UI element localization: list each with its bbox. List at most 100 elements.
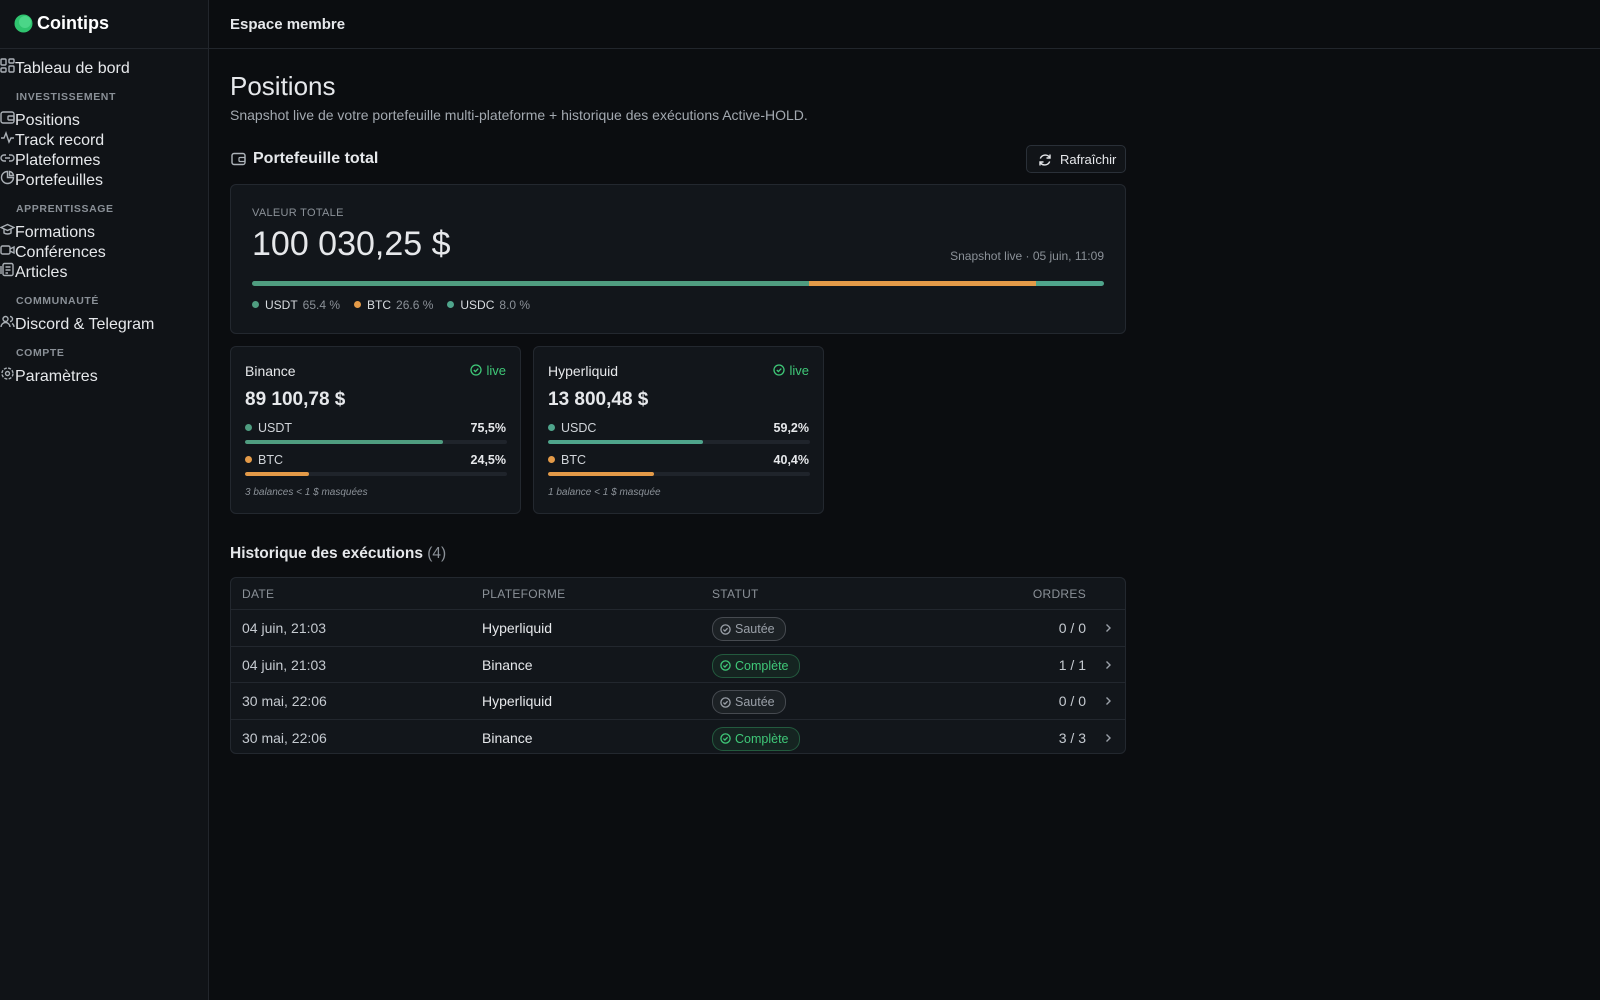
nav-label: Tableau de bord bbox=[15, 60, 130, 77]
asset-name: USDT bbox=[245, 421, 292, 435]
row-date: 04 juin, 21:03 bbox=[242, 656, 327, 673]
nav-label: Plateformes bbox=[15, 152, 101, 169]
row-date: 30 mai, 22:06 bbox=[242, 729, 327, 746]
platform-note: 3 balances < 1 $ masquées bbox=[245, 487, 368, 498]
nav-heading: APPRENTISSAGE bbox=[16, 203, 114, 215]
asset-percent: 40,4% bbox=[773, 453, 809, 467]
platform-name: Binance bbox=[245, 363, 296, 379]
allocation-legend: USDT 65.4 % BTC 26.6 % USDC 8.0 % bbox=[252, 298, 530, 312]
row-platform: Hyperliquid bbox=[482, 693, 553, 709]
nav-item[interactable]: Paramètres bbox=[0, 366, 208, 386]
status-icon bbox=[720, 660, 731, 671]
asset-percent: 75,5% bbox=[470, 421, 506, 435]
top-bar: Espace membre bbox=[209, 0, 1600, 49]
row-orders: 0 / 0 bbox=[1058, 693, 1086, 709]
nav-item[interactable]: Formations bbox=[0, 222, 208, 242]
nav-item[interactable]: Positions bbox=[0, 110, 208, 130]
legend-name: USDC bbox=[460, 298, 495, 312]
asset-label: USDT bbox=[258, 421, 293, 435]
page-title: Positions bbox=[230, 71, 336, 101]
row-platform: Binance bbox=[482, 656, 533, 673]
legend-percent: 65.4 % bbox=[302, 298, 341, 312]
asset-bar bbox=[245, 440, 443, 444]
nav-icon bbox=[0, 262, 14, 277]
asset-label: USDC bbox=[561, 421, 597, 435]
nav-icon bbox=[0, 245, 15, 255]
asset-name: BTC bbox=[245, 453, 283, 467]
table-row[interactable]: 04 juin, 21:03 Binance Complète 1 / 1 bbox=[231, 645, 1125, 683]
nav-icon bbox=[0, 58, 15, 73]
asset-dot bbox=[548, 424, 555, 431]
asset-percent: 59,2% bbox=[773, 421, 809, 435]
brand-bar: Cointips bbox=[0, 0, 208, 49]
asset-dot bbox=[245, 456, 252, 463]
page-subtitle: Snapshot live de votre portefeuille mult… bbox=[230, 107, 808, 123]
nav-item[interactable]: Track record bbox=[0, 130, 208, 150]
asset-label: BTC bbox=[561, 453, 586, 467]
status-icon bbox=[773, 364, 786, 376]
platform-total: 13 800,48 $ bbox=[548, 389, 649, 410]
refresh-button[interactable]: Rafraîchir bbox=[1026, 145, 1126, 173]
nav-label: Paramètres bbox=[15, 368, 98, 385]
platform-card: Binance live 89 100,78 $ USDT 75,5% BTC 24,5% 3… bbox=[230, 346, 521, 514]
nav-item[interactable]: Tableau de bord bbox=[0, 58, 208, 78]
allocation-bar bbox=[252, 281, 1104, 286]
table-row[interactable]: 30 mai, 22:06 Binance Complète 3 / 3 bbox=[231, 718, 1125, 754]
nav-label: Portefeuilles bbox=[15, 172, 104, 189]
asset-label: BTC bbox=[258, 453, 283, 467]
nav-heading: INVESTISSEMENT bbox=[16, 91, 116, 103]
column-header: DATE bbox=[242, 587, 275, 601]
asset-percent: 24,5% bbox=[470, 453, 506, 467]
legend-percent: 26.6 % bbox=[396, 298, 434, 312]
status-icon bbox=[720, 623, 731, 635]
row-chevron[interactable] bbox=[1103, 733, 1113, 743]
row-platform: Hyperliquid bbox=[482, 620, 553, 636]
row-chevron[interactable] bbox=[1103, 660, 1113, 670]
nav: Tableau de bord INVESTISSEMENT Positions Tr… bbox=[0, 58, 208, 386]
row-orders: 1 / 1 bbox=[1058, 656, 1086, 673]
row-date: 04 juin, 21:03 bbox=[242, 620, 327, 636]
status-text: Sautée bbox=[735, 622, 775, 636]
nav-item[interactable]: Discord & Telegram bbox=[0, 314, 208, 334]
nav-label: Discord & Telegram bbox=[15, 316, 155, 333]
refresh-label: Rafraîchir bbox=[1060, 152, 1117, 167]
asset-name: BTC bbox=[548, 453, 586, 467]
nav-item[interactable]: Articles bbox=[0, 262, 208, 282]
platform-card: Hyperliquid live 13 800,48 $ USDC 59,2% BTC 40… bbox=[533, 346, 824, 514]
table-row[interactable]: 04 juin, 21:03 Hyperliquid Sautée 0 / 0 bbox=[231, 609, 1125, 646]
legend-name: BTC bbox=[367, 298, 392, 312]
nav-item[interactable]: Conférences bbox=[0, 242, 208, 262]
legend-name: USDT bbox=[265, 298, 298, 312]
nav-icon bbox=[0, 170, 15, 185]
row-orders: 0 / 0 bbox=[1058, 620, 1086, 636]
wallet-icon bbox=[231, 152, 246, 166]
row-orders: 3 / 3 bbox=[1058, 729, 1086, 746]
status-badge: Sautée bbox=[712, 690, 786, 714]
column-header: PLATEFORME bbox=[482, 587, 566, 601]
row-platform: Binance bbox=[482, 729, 533, 746]
nav-icon bbox=[0, 315, 15, 328]
nav-heading: COMPTE bbox=[16, 347, 65, 359]
platform-name: Hyperliquid bbox=[548, 363, 619, 379]
status-text: Sautée bbox=[735, 695, 775, 709]
asset-name: USDC bbox=[548, 421, 596, 435]
status-icon bbox=[720, 733, 731, 744]
table-row[interactable]: 30 mai, 22:06 Hyperliquid Sautée 0 / 0 bbox=[231, 682, 1125, 719]
legend-percent: 8.0 % bbox=[499, 298, 531, 312]
status-text: Complète bbox=[735, 731, 789, 746]
column-header: STATUT bbox=[712, 587, 759, 601]
nav-item[interactable]: Portefeuilles bbox=[0, 170, 208, 190]
nav-item[interactable]: Plateformes bbox=[0, 150, 208, 170]
row-chevron[interactable] bbox=[1103, 623, 1113, 633]
total-value: 100 030,25 $ bbox=[252, 225, 451, 263]
nav-icon bbox=[1, 367, 14, 380]
nav-label: Formations bbox=[15, 224, 96, 241]
history-title-text: Historique des exécutions bbox=[230, 545, 423, 562]
row-chevron[interactable] bbox=[1103, 696, 1113, 706]
allocation-segment bbox=[809, 281, 1036, 286]
legend-item: USDC 8.0 % bbox=[447, 298, 530, 312]
platform-total: 89 100,78 $ bbox=[245, 389, 346, 410]
nav-label: Articles bbox=[15, 264, 68, 281]
nav-label: Positions bbox=[15, 112, 80, 129]
